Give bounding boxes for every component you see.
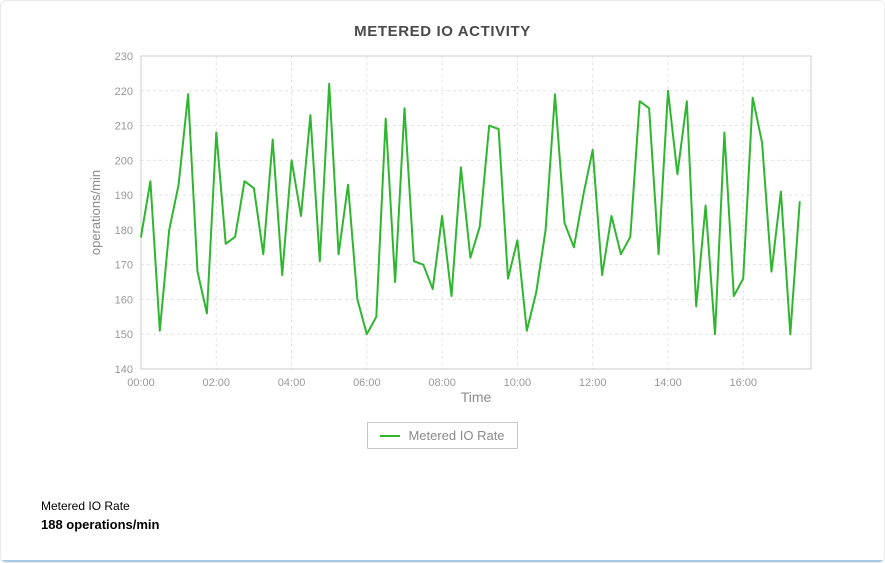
- chart-legend: Metered IO Rate: [1, 422, 884, 449]
- y-axis-title: operations/min: [88, 170, 103, 255]
- x-tick-label: 06:00: [353, 377, 381, 389]
- x-tick-label: 10:00: [504, 377, 532, 389]
- y-tick-label: 170: [115, 260, 133, 272]
- tooltip-readout: Metered IO Rate 188 operations/min: [41, 499, 159, 532]
- y-tick-label: 180: [115, 225, 133, 237]
- x-tick-label: 02:00: [203, 377, 231, 389]
- y-tick-label: 160: [115, 294, 133, 306]
- legend-line-swatch: [380, 434, 401, 437]
- x-axis-title: Time: [461, 389, 492, 405]
- plot-border: [140, 55, 812, 370]
- y-tick-label: 200: [115, 155, 133, 167]
- x-tick-label: 08:00: [428, 377, 456, 389]
- metered-io-rate-line[interactable]: [140, 82, 801, 336]
- x-tick-label: 16:00: [729, 377, 757, 389]
- x-tick-label: 12:00: [579, 377, 607, 389]
- legend-item-metered-io-rate[interactable]: Metered IO Rate: [367, 422, 518, 449]
- x-tick-label: 14:00: [654, 377, 682, 389]
- readout-value: 188 operations/min: [41, 517, 160, 532]
- y-tick-label: 210: [115, 121, 133, 133]
- y-tick-label: 150: [115, 329, 133, 341]
- y-tick-label: 220: [115, 86, 133, 98]
- io-chart-svg[interactable]: 140 150 160 170 180 190 200 210 220 230 00:00 02:00…: [1, 40, 885, 412]
- readout-series-name: Metered IO Rate: [41, 499, 130, 513]
- y-tick-label: 140: [115, 364, 133, 376]
- x-tick-label: 04:00: [278, 377, 306, 389]
- x-tick-label: 00:00: [127, 377, 155, 389]
- chart-title: METERED IO ACTIVITY: [354, 23, 531, 40]
- y-tick-label: 190: [115, 190, 133, 202]
- y-tick-label: 230: [115, 51, 133, 63]
- legend-label: Metered IO Rate: [408, 428, 505, 443]
- bottom-divider: [1, 560, 884, 562]
